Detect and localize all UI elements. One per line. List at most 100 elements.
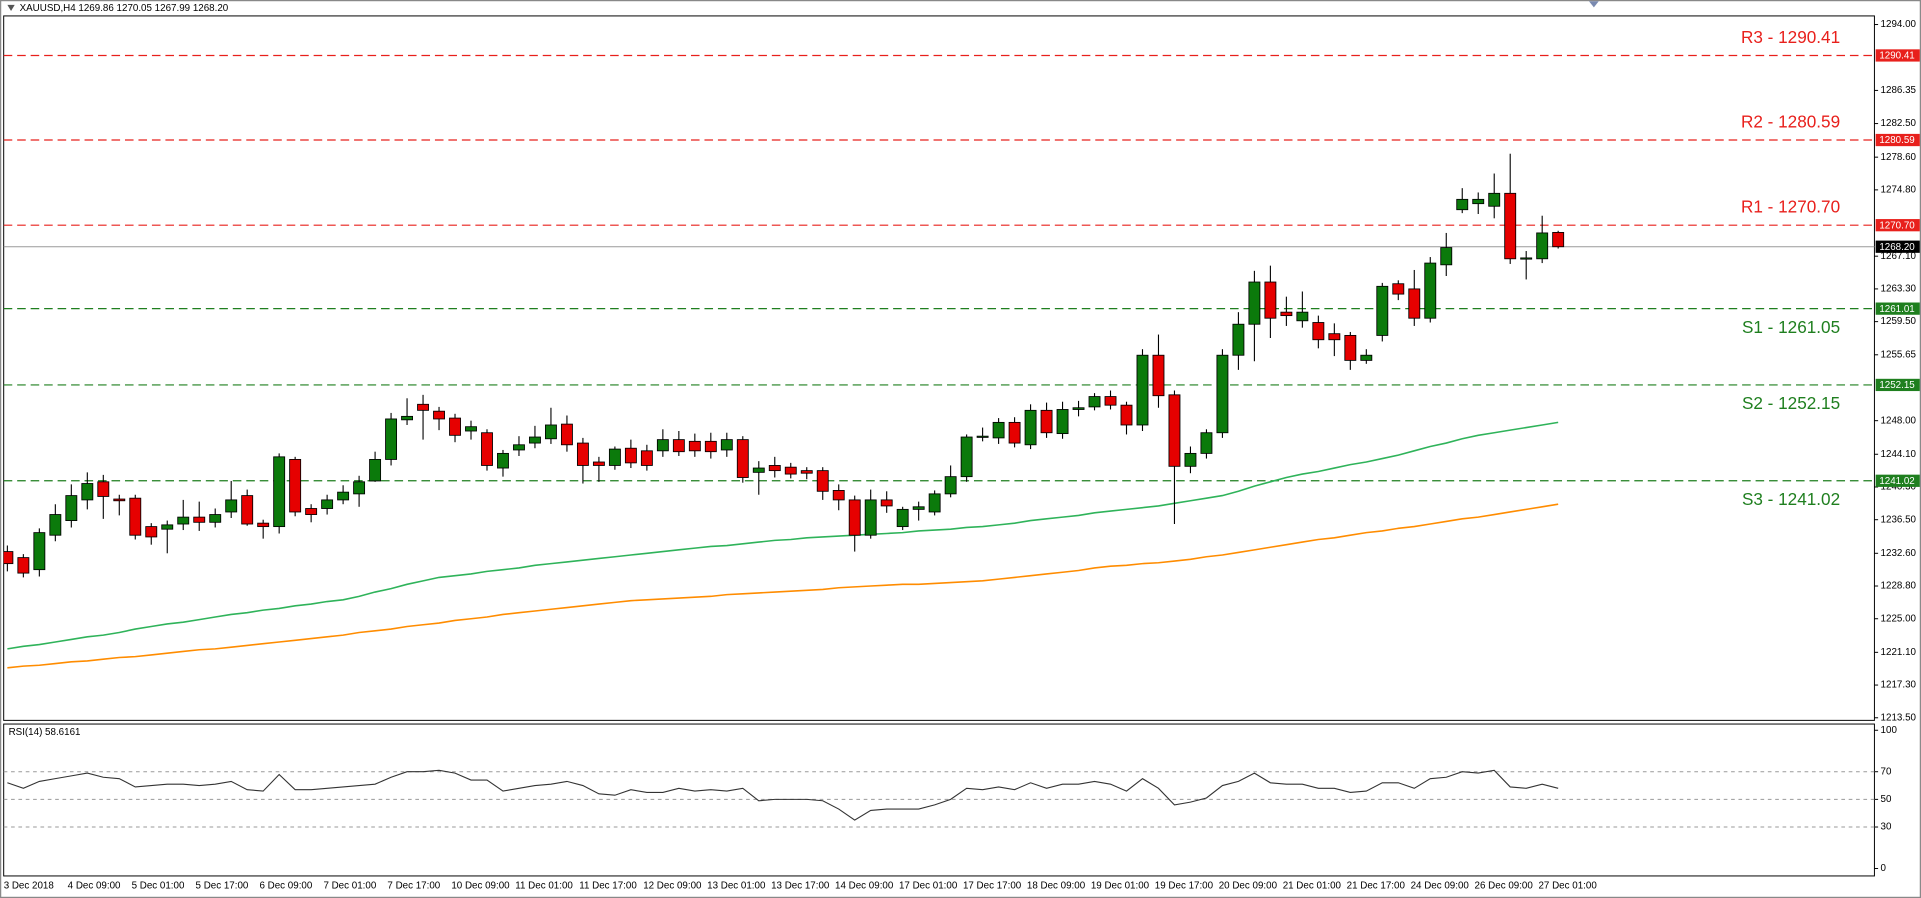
level-label: S2 - 1252.15	[1742, 393, 1840, 413]
y-tick-label: 1259.50	[1881, 316, 1917, 327]
x-tick-label: 21 Dec 17:00	[1347, 880, 1406, 891]
candle-body	[880, 499, 893, 507]
candle-body	[529, 436, 541, 444]
rsi-line	[7, 769, 1559, 821]
level-label: R2 - 1280.59	[1741, 111, 1840, 131]
candle-body	[465, 426, 477, 432]
candle-body	[1424, 262, 1437, 319]
level-label: R3 - 1290.41	[1741, 27, 1840, 47]
candle-body	[545, 424, 557, 440]
y-tick-label: 1263.30	[1881, 284, 1917, 295]
x-tick-label: 13 Dec 01:00	[707, 880, 766, 891]
candle-body	[1488, 192, 1501, 207]
candle-body	[1504, 192, 1517, 260]
candle-body	[896, 508, 909, 528]
candle-body	[1024, 409, 1037, 446]
candle-body	[433, 410, 445, 420]
level-label: S1 - 1261.05	[1742, 317, 1840, 337]
level-label: S3 - 1241.02	[1742, 489, 1840, 509]
y-tick-label: 1221.10	[1881, 647, 1917, 658]
candle-body	[1344, 334, 1357, 361]
candle-body	[273, 456, 286, 528]
level-price-label: 1261.01	[1879, 304, 1914, 315]
candle-body	[1456, 198, 1469, 211]
x-tick-label: 17 Dec 17:00	[963, 880, 1022, 891]
y-tick-label: 1244.10	[1881, 449, 1917, 460]
level-price-box	[1875, 133, 1920, 147]
y-tick-label: 100	[1881, 725, 1898, 736]
y-tick-label: 1278.60	[1881, 152, 1917, 163]
candle-body	[1104, 396, 1117, 406]
last-price-box	[1875, 240, 1920, 253]
candle-body	[1392, 283, 1405, 295]
moving-average	[7, 421, 1559, 650]
x-tick-label: 5 Dec 17:00	[196, 880, 249, 891]
main-plot	[3, 54, 1875, 669]
level-label: R1 - 1270.70	[1741, 197, 1840, 217]
candle-body	[17, 557, 30, 574]
candle-body	[864, 499, 877, 536]
candle-body	[656, 439, 669, 452]
x-tick-label: 7 Dec 01:00	[323, 880, 376, 891]
rsi-title: RSI(14) 58.6161	[9, 727, 81, 738]
candle-body	[1168, 394, 1181, 467]
y-tick-label: 1228.80	[1881, 581, 1917, 592]
candle-body	[640, 450, 653, 466]
level-price-label: 1290.41	[1879, 51, 1914, 62]
candle-body	[784, 466, 797, 475]
level-price-label: 1241.02	[1879, 476, 1914, 487]
candle-body	[672, 439, 685, 453]
candle-body	[1552, 231, 1565, 248]
candle-body	[1056, 409, 1069, 435]
candle-body	[576, 442, 589, 466]
candle-body	[337, 491, 350, 501]
candle-body	[129, 497, 142, 536]
candle-body	[1376, 285, 1389, 336]
y-tick-label: 1267.10	[1881, 251, 1917, 262]
candle-body	[1328, 333, 1341, 341]
y-tick-label: 1255.65	[1881, 349, 1917, 360]
y-tick-label: 1294.00	[1881, 19, 1917, 30]
x-tick-label: 5 Dec 01:00	[132, 880, 185, 891]
candle-body	[177, 516, 190, 525]
chart-title: XAUUSD,H4 1269.86 1270.05 1267.99 1268.2…	[20, 3, 229, 14]
y-tick-label: 1213.50	[1881, 712, 1917, 723]
x-tick-label: 20 Dec 09:00	[1219, 880, 1278, 891]
x-tick-label: 10 Dec 09:00	[451, 880, 510, 891]
candle-body	[1200, 432, 1213, 454]
candle-body	[65, 495, 78, 521]
main-panel	[3, 15, 1875, 721]
candle-body	[401, 415, 414, 421]
candle-body	[305, 508, 318, 515]
candle-body	[944, 476, 957, 495]
candle-body	[592, 461, 605, 466]
candle-body	[113, 498, 126, 502]
candle-body	[33, 532, 46, 571]
candle-body	[752, 467, 765, 473]
x-tick-label: 21 Dec 01:00	[1283, 880, 1342, 891]
candle-body	[3, 551, 14, 565]
level-price-box	[1875, 49, 1920, 62]
y-tick-label: 1282.50	[1881, 118, 1917, 129]
candle-body	[257, 522, 270, 528]
level-price-box	[1875, 378, 1920, 392]
x-tick-label: 11 Dec 17:00	[579, 880, 637, 891]
candle-body	[513, 444, 525, 451]
candle-body	[1408, 288, 1421, 319]
x-tick-label: 17 Dec 01:00	[899, 880, 958, 891]
candle-body	[97, 481, 110, 497]
y-tick-label: 1232.60	[1881, 548, 1917, 559]
candle-body	[385, 418, 398, 460]
candle-body	[481, 432, 493, 466]
candle-body	[960, 436, 973, 478]
y-tick-label: 30	[1881, 822, 1892, 833]
x-tick-label: 6 Dec 09:00	[259, 880, 312, 891]
candle-body	[1296, 311, 1309, 322]
x-tick-label: 14 Dec 09:00	[835, 880, 894, 891]
x-tick-label: 24 Dec 09:00	[1411, 880, 1470, 891]
candle-body	[768, 465, 781, 472]
candle-body	[992, 421, 1005, 439]
candle-body	[608, 448, 621, 466]
candle-body	[241, 495, 254, 525]
